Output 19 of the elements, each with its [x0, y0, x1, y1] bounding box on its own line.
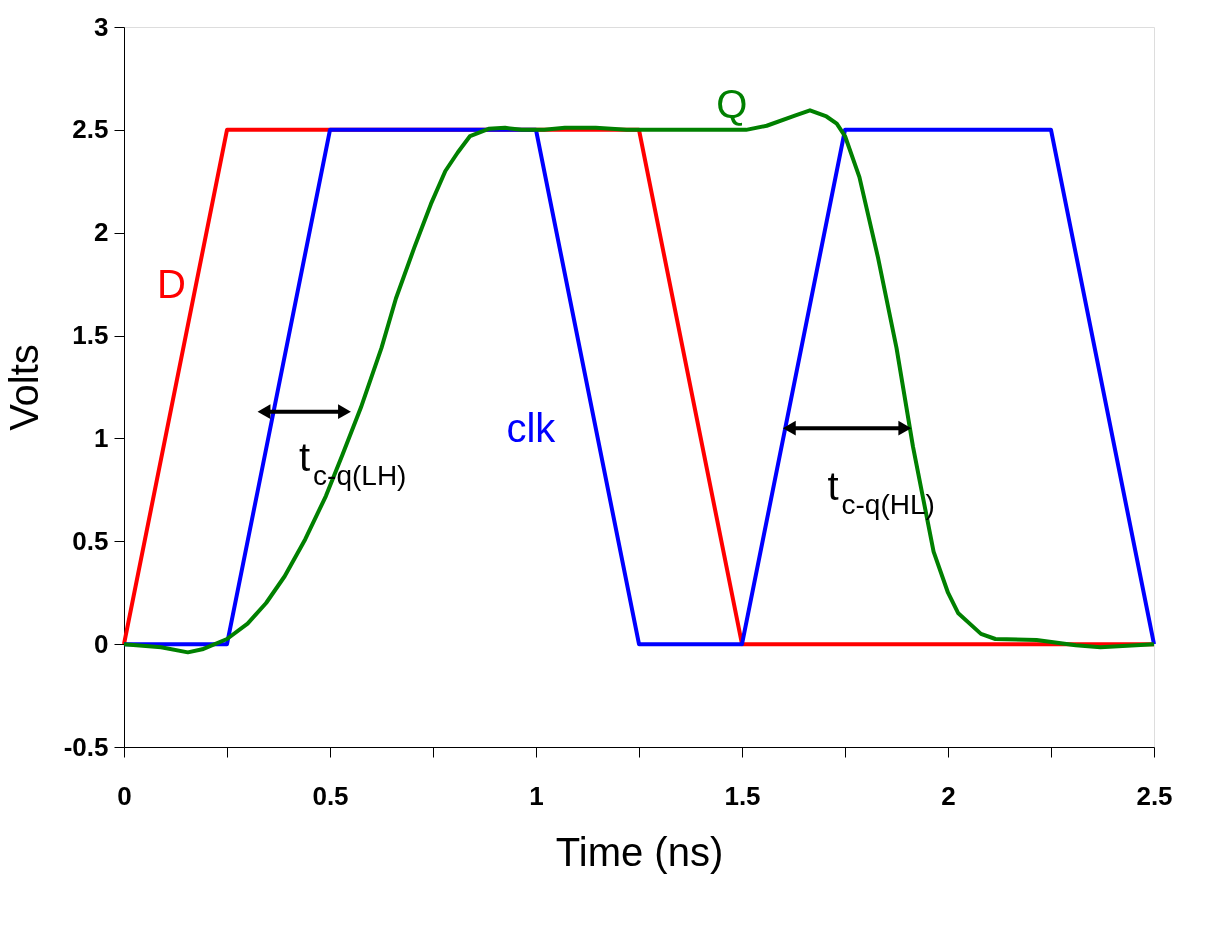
y-tick-label: 2.5: [72, 114, 109, 145]
x-axis-title: Time (ns): [555, 829, 724, 874]
series-label: clk: [506, 406, 557, 451]
series-label: D: [156, 262, 186, 307]
series-label: Q: [716, 82, 748, 127]
y-tick-label: 3: [94, 11, 109, 42]
y-tick-label: 1: [94, 422, 109, 453]
x-tick-label: 0.5: [312, 780, 349, 811]
y-tick-label: 0.5: [72, 525, 109, 556]
x-tick-label: 2.5: [1136, 780, 1173, 811]
y-tick-label: -0.5: [63, 731, 109, 762]
x-tick-label: 2: [941, 780, 956, 811]
x-tick-label: 1: [529, 780, 544, 811]
x-tick-label: 1.5: [724, 780, 761, 811]
y-tick-label: 0: [94, 628, 109, 659]
y-tick-label: 2: [94, 217, 109, 248]
x-tick-label: 0: [117, 780, 132, 811]
y-axis-title: Volts: [1, 344, 46, 431]
y-tick-label: 1.5: [72, 320, 109, 351]
